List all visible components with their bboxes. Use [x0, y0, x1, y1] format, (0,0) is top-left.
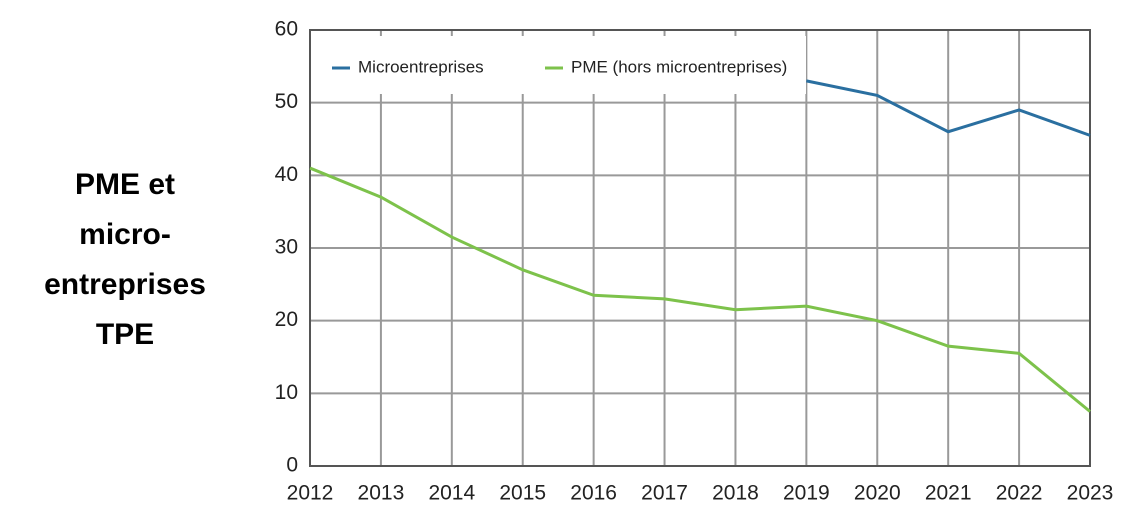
x-tick-label: 2015	[499, 482, 546, 505]
y-tick-label: 30	[275, 236, 298, 259]
legend-label: PME (hors microentreprises)	[571, 57, 787, 76]
series-line	[309, 166, 1091, 413]
x-tick-label: 2019	[783, 482, 830, 505]
x-tick-label: 2018	[712, 482, 759, 505]
y-tick-label: 0	[286, 454, 298, 477]
y-tick-label: 20	[275, 308, 298, 331]
y-tick-label: 60	[275, 18, 298, 41]
y-tick-label: 40	[275, 163, 298, 186]
series-line	[806, 79, 1091, 137]
x-tick-label: 2023	[1067, 482, 1114, 505]
x-tick-label: 2014	[428, 482, 475, 505]
x-tick-label: 2016	[570, 482, 617, 505]
legend-label: Microentreprises	[358, 57, 484, 76]
annotation: micro-	[79, 218, 171, 251]
y-tick-label: 50	[275, 90, 298, 113]
annotation: PME et	[75, 168, 175, 201]
plot-frame	[309, 29, 1091, 467]
x-tick-label: 2020	[854, 482, 901, 505]
x-tick-label: 2017	[641, 482, 688, 505]
x-tick-label: 2013	[358, 482, 405, 505]
annotation: TPE	[96, 318, 154, 351]
x-tick-label: 2022	[996, 482, 1043, 505]
x-tick-label: 2012	[287, 482, 334, 505]
x-tick-label: 2021	[925, 482, 972, 505]
annotation: entreprises	[44, 268, 206, 301]
y-tick-label: 10	[275, 381, 298, 404]
legend-box	[314, 36, 806, 94]
